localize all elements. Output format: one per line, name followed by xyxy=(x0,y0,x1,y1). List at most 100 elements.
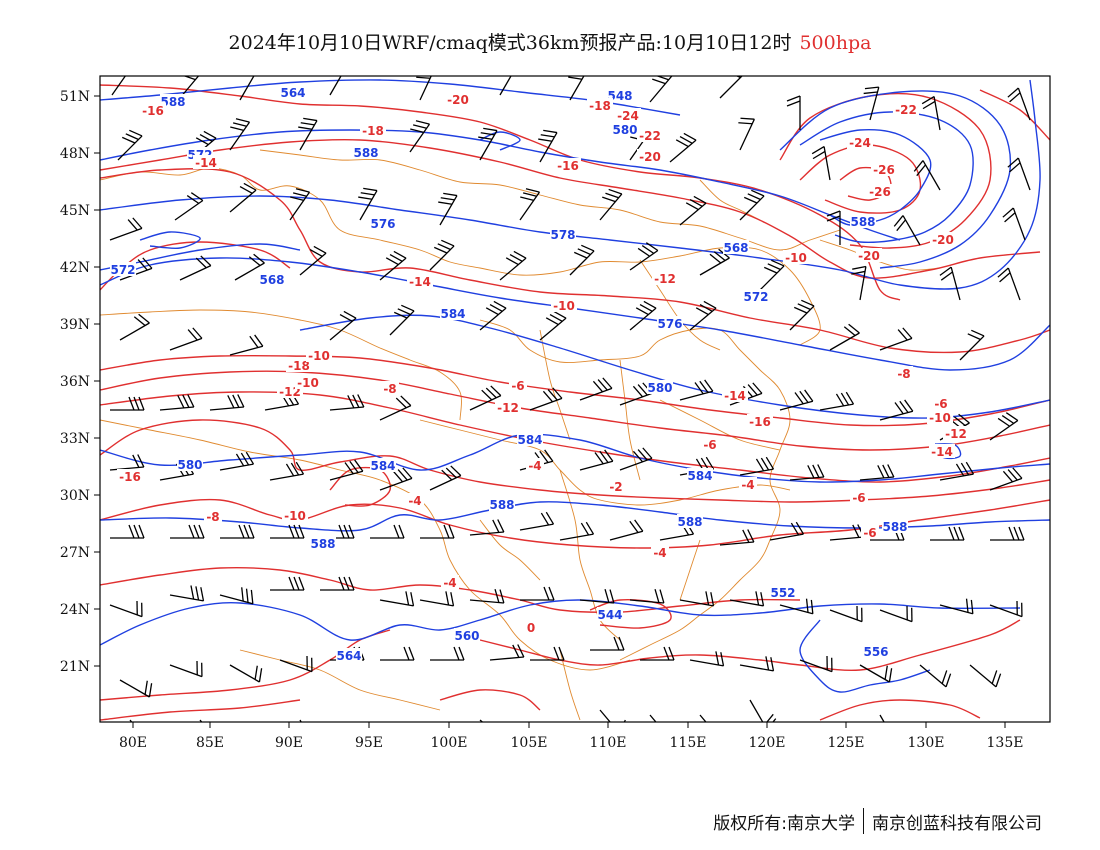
height-contour-line xyxy=(799,111,974,243)
wind-barb xyxy=(826,210,841,245)
wind-barb xyxy=(679,379,714,401)
temperature-contour-label: -8 xyxy=(383,382,396,396)
x-tick-label: 125E xyxy=(828,735,865,751)
wind-barb xyxy=(179,255,212,281)
wind-barb xyxy=(520,586,555,601)
wind-barb xyxy=(109,217,143,241)
wind-barb xyxy=(379,395,412,421)
height-contour-label: 552 xyxy=(770,586,795,600)
temperature-contour-label: -6 xyxy=(863,526,876,540)
wind-barb xyxy=(110,396,145,411)
temperature-contour-label-bg xyxy=(739,477,757,491)
height-contours xyxy=(100,79,1050,693)
wind-barb xyxy=(270,576,305,591)
y-tick-label: 27N xyxy=(60,545,90,561)
wind-barb xyxy=(930,526,965,541)
temperature-contour-label: -10 xyxy=(308,349,330,363)
height-contour-line xyxy=(139,231,201,249)
height-contour-label-bg xyxy=(440,306,466,320)
height-contour-label: 588 xyxy=(882,520,907,534)
x-tick-label: 105E xyxy=(511,735,548,751)
wind-barb xyxy=(269,461,305,481)
wind-barb xyxy=(739,456,775,476)
temperature-contour-label-bg xyxy=(927,410,953,424)
copyright-owner: 版权所有:南京大学 xyxy=(713,813,855,834)
wind-barb xyxy=(229,118,251,151)
temperature-contour-label-bg xyxy=(381,381,399,395)
boundary-line xyxy=(239,649,441,711)
temperature-contour-label: -22 xyxy=(639,129,661,143)
wind-barb xyxy=(469,385,502,411)
wind-barb xyxy=(117,129,143,161)
temperature-contour-label-bg xyxy=(607,479,625,493)
wind-barb xyxy=(530,646,565,661)
wind-barb xyxy=(629,588,665,604)
wind-barb xyxy=(1007,157,1031,191)
height-contour-label: 576 xyxy=(657,317,682,331)
wind-barb xyxy=(779,389,814,411)
wind-barb xyxy=(429,239,455,271)
wind-barb xyxy=(939,461,975,481)
wind-barb xyxy=(379,591,415,607)
wind-barb xyxy=(579,588,615,604)
wind-barb xyxy=(270,524,305,539)
height-contour-label: 580 xyxy=(177,458,202,472)
wind-barb xyxy=(739,189,765,221)
wind-barb xyxy=(379,250,407,281)
wind-barb xyxy=(109,454,145,471)
boundary-line xyxy=(100,309,462,421)
boundary-line xyxy=(100,419,631,671)
temperature-contour-label: -24 xyxy=(849,136,871,150)
wind-barb xyxy=(786,95,801,130)
wind-barb xyxy=(699,248,730,276)
y-tick-label: 45N xyxy=(60,203,90,219)
height-contour-label: 568 xyxy=(723,241,748,255)
wind-barb xyxy=(358,187,378,221)
temperature-contour-line xyxy=(799,144,922,214)
wind-barb xyxy=(220,524,255,539)
wind-barb xyxy=(279,655,313,673)
height-contour-label-bg xyxy=(863,644,889,658)
wind-barb xyxy=(1007,87,1031,121)
temperature-contour-label: -10 xyxy=(284,509,306,523)
wind-barb xyxy=(529,387,563,411)
wind-barb xyxy=(299,245,327,276)
wind-barb xyxy=(489,644,525,661)
wind-barb xyxy=(640,646,675,661)
wind-barb xyxy=(619,447,653,471)
wind-barb xyxy=(689,300,717,331)
height-contour-label-bg xyxy=(597,607,623,621)
wind-barb xyxy=(229,664,263,683)
wind-barb xyxy=(769,521,805,541)
wind-barb xyxy=(989,412,1019,441)
wind-barb xyxy=(219,451,255,471)
x-tick-label: 100E xyxy=(431,735,468,751)
wind-barb xyxy=(420,524,455,539)
x-tick-label: 85E xyxy=(196,735,224,751)
temperature-contour-label: -14 xyxy=(724,389,746,403)
wind-barb xyxy=(879,714,898,722)
temperature-contour-label-bg xyxy=(722,388,748,402)
temperature-contour-label-bg xyxy=(637,149,663,163)
height-contour-label: 580 xyxy=(612,123,637,137)
height-contour-line xyxy=(100,501,1050,532)
wind-barb xyxy=(329,76,348,96)
wind-barb xyxy=(538,129,558,163)
wind-barb xyxy=(939,598,974,615)
boundary-line xyxy=(619,359,641,481)
temperature-contour-label-bg xyxy=(193,155,219,169)
wind-barb xyxy=(174,192,204,221)
wind-barb xyxy=(409,120,431,153)
temperature-contour-label: -14 xyxy=(409,275,431,289)
wind-barb xyxy=(669,132,697,163)
height-contour-label-bg xyxy=(489,497,515,511)
temperature-contour-label-bg xyxy=(930,232,956,246)
temperature-contour-label-bg xyxy=(441,575,459,589)
wind-barb xyxy=(779,598,814,615)
temperature-contour-label-bg xyxy=(861,525,879,539)
boundary-line xyxy=(559,469,621,641)
wind-barb xyxy=(829,605,863,623)
temperature-contour-label: -8 xyxy=(897,367,910,381)
temperature-contour-label-bg xyxy=(551,298,577,312)
copyright-company: 南京创蓝科技有限公司 xyxy=(872,813,1042,834)
